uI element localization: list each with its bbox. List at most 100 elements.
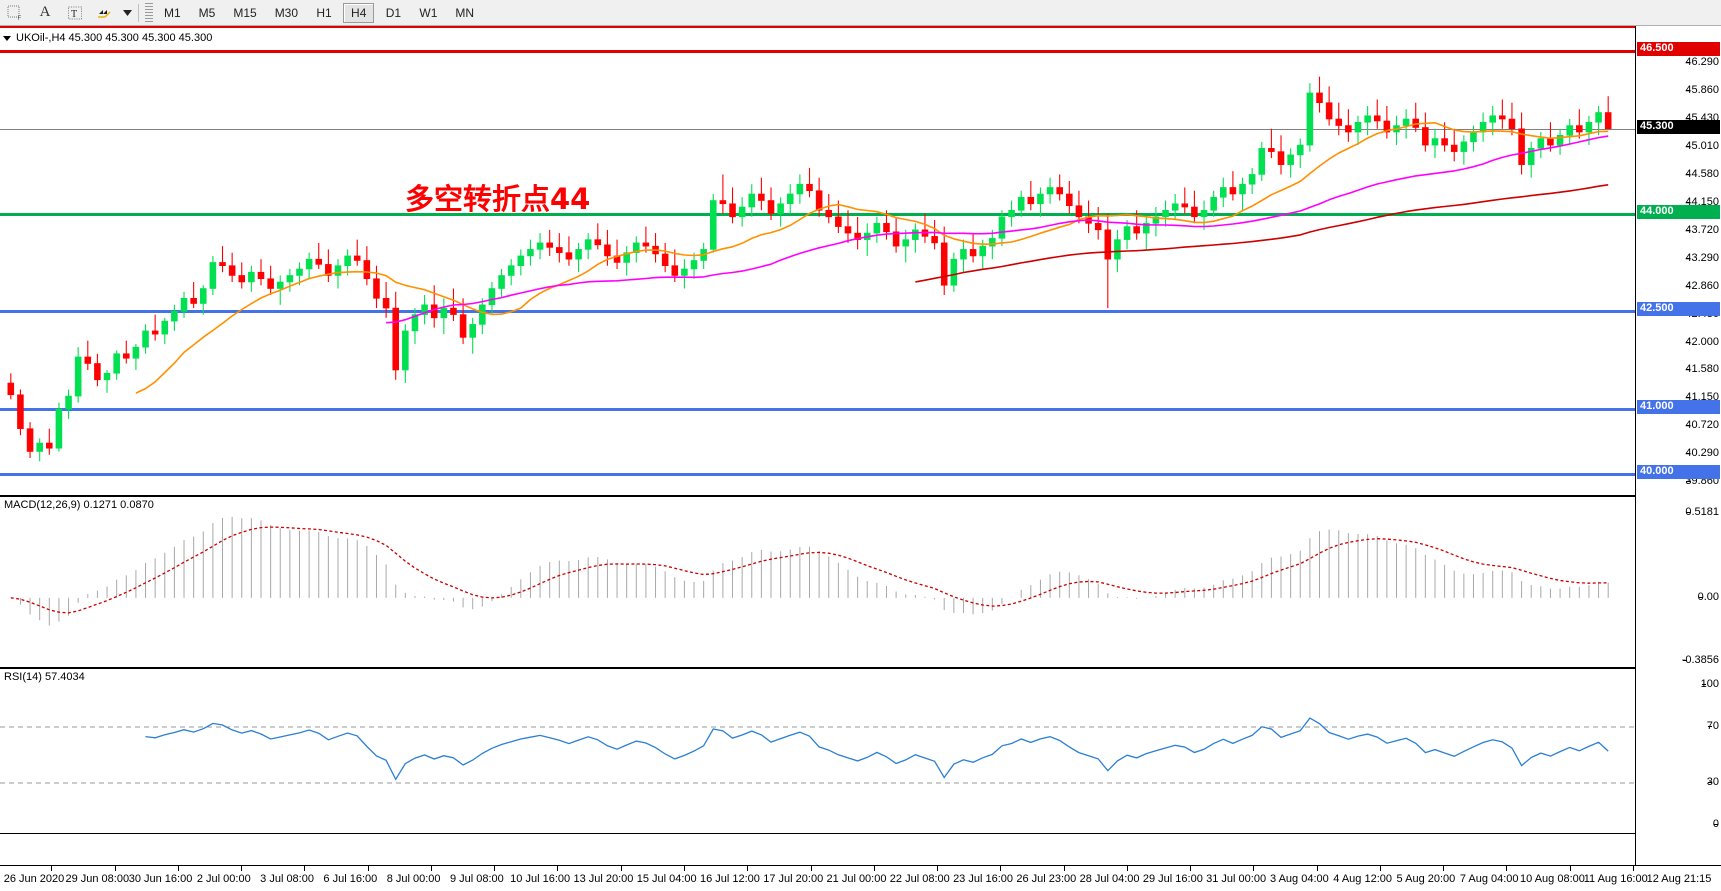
text-label-icon[interactable]: A [39,4,51,20]
time-axis[interactable]: 26 Jun 2020 29 Jun 08:00 30 Jun 16:00 2 Jul… [0,865,1721,891]
time-tick-mark [304,866,306,871]
rsi-tick-100: 100 [1700,678,1719,690]
tick-mark [1686,257,1691,259]
tick-mark [1686,512,1691,513]
time-tick-label: 3 Aug 04:00 [1270,873,1329,885]
tick-mark [1686,118,1691,120]
rsi-tick-30: 30 [1706,776,1719,788]
svg-text:F: F [18,16,22,21]
price-tick-45-860: 45.860 [1685,84,1719,97]
timeframe-m1[interactable]: M1 [164,5,181,20]
time-tick-label: 4 Aug 12:00 [1333,873,1393,885]
text-box-icon[interactable]: T [60,1,90,25]
price-marker-41-000[interactable]: 41.000 [1637,400,1720,415]
time-tick-mark [810,866,812,871]
price-marker-45-300[interactable]: 45.300 [1637,119,1720,134]
crosshair-icon[interactable]: F [0,1,30,25]
indicators-icon[interactable] [90,1,120,25]
time-tick-mark [683,866,685,871]
price-level-line-40[interactable] [0,473,1635,477]
tick-mark [1686,397,1691,399]
timeframe-h4[interactable]: H4 [343,2,375,23]
time-tick-label: 11 Aug 16:00 [1583,873,1648,885]
macd-pane[interactable]: MACD(12,26,9) 0.1271 0.0870 [0,496,1635,668]
tick-mark [1686,145,1691,147]
price-level-line-41[interactable] [0,408,1635,412]
time-tick-mark [494,866,496,871]
price-marker-40-000[interactable]: 40.000 [1637,465,1720,480]
price-marker-46-500[interactable]: 46.500 [1637,41,1720,56]
time-tick-label: 12 Aug 21:15 [1646,873,1712,885]
timeframe-group: M1 M5 M15 M30 H1 H4 D1 W1 MN [155,2,483,23]
time-tick-label: 28 Jul 04:00 [1079,873,1140,885]
tick-mark [1686,90,1691,92]
rsi-plot [0,717,1635,784]
timeframe-d1[interactable]: D1 [385,5,402,20]
macd-tick-0neg5181: 0.5181 [1685,506,1719,518]
time-tick-label: 9 Jul 08:00 [449,873,504,885]
symbol-header: UKOil-,H4 45.300 45.300 45.300 45.300 [0,31,212,45]
time-tick-mark [620,866,622,871]
price-level-line-42-5[interactable] [0,310,1635,314]
time-tick-mark [430,866,432,871]
time-tick-label: 29 Jul 16:00 [1142,873,1203,885]
tick-mark [1686,285,1691,287]
time-tick-mark [241,866,243,871]
tick-mark [1682,660,1687,661]
price-pane[interactable]: UKOil-,H4 45.300 45.300 45.300 45.300 多空… [0,26,1635,496]
time-tick-mark [1063,866,1065,871]
price-tick-42-860: 42.860 [1685,279,1719,292]
time-tick-mark [177,866,179,871]
time-tick-label: 31 Jul 00:00 [1206,873,1267,885]
tick-mark [1686,201,1691,203]
price-axis[interactable]: 46.290 45.860 45.430 45.010 44.580 44.150 43.7… [1635,26,1721,865]
time-tick-mark [1126,866,1128,871]
time-tick-label: 3 Jul 08:00 [260,873,314,885]
timeframe-m30[interactable]: M30 [274,5,299,20]
time-tick-mark [367,866,369,871]
macd-plot [10,516,1609,626]
timeframe-mn[interactable]: MN [455,5,475,20]
ma-mid-line [386,135,1609,324]
price-level-line-46-5[interactable] [0,49,1635,53]
price-tick-44-580: 44.580 [1685,167,1719,180]
price-marker-44-000[interactable]: 44.000 [1637,204,1720,219]
macd-label: MACD(12,26,9) 0.1271 0.0870 [4,499,154,511]
timeframe-w1[interactable]: W1 [419,5,438,20]
time-tick-label: 7 Aug 04:00 [1459,873,1519,885]
time-tick-label: 26 Jun 2020 [3,873,65,885]
timeframe-m5[interactable]: M5 [198,5,216,20]
time-tick-mark [114,866,116,871]
tick-mark [1686,481,1691,483]
price-tick-40-720: 40.720 [1685,419,1719,432]
tick-mark [1686,369,1691,371]
time-tick-label: 5 Aug 20:00 [1396,873,1456,885]
rsi-pane[interactable]: RSI(14) 57.4034 [0,668,1635,834]
timeframe-m15[interactable]: M15 [233,5,257,20]
tick-mark [1707,782,1712,783]
price-tick-43-290: 43.290 [1685,251,1719,264]
chevron-down-icon[interactable] [120,1,134,25]
rsi-line [145,717,1609,781]
time-tick-mark [1379,866,1381,871]
svg-text:T: T [71,9,77,20]
time-tick-label: 23 Jul 16:00 [953,873,1013,885]
price-level-line-44[interactable] [0,212,1635,216]
chart-annotation-text[interactable]: 多空转折点44 [405,182,591,216]
price-marker-42-500[interactable]: 42.500 [1637,302,1720,317]
toolbar-divider [138,3,139,22]
timeframe-h1[interactable]: H1 [316,5,332,20]
chart-area[interactable]: UKOil-,H4 45.300 45.300 45.300 45.300 多空… [0,26,1721,891]
time-tick-label: 15 Jul 04:00 [636,873,697,885]
toolbar-grip[interactable] [145,2,153,23]
collapse-triangle-icon[interactable] [3,35,11,41]
macd-tick-neg0-3856: -0.3856 [1681,654,1719,666]
time-tick-mark [1190,866,1192,871]
time-tick-mark [937,866,939,871]
symbol-label: UKOil-,H4 45.300 45.300 45.300 45.300 [16,32,213,44]
time-tick-label: 10 Aug 08:00 [1520,873,1585,885]
ma-fast-line [135,122,1609,394]
price-level-line-45-3[interactable] [0,128,1635,130]
toolbar: F A T M1 M5 M15 M30 H1 H4 D1 W1 MN [0,0,1721,26]
time-tick-label: 16 Jul 12:00 [699,873,760,885]
